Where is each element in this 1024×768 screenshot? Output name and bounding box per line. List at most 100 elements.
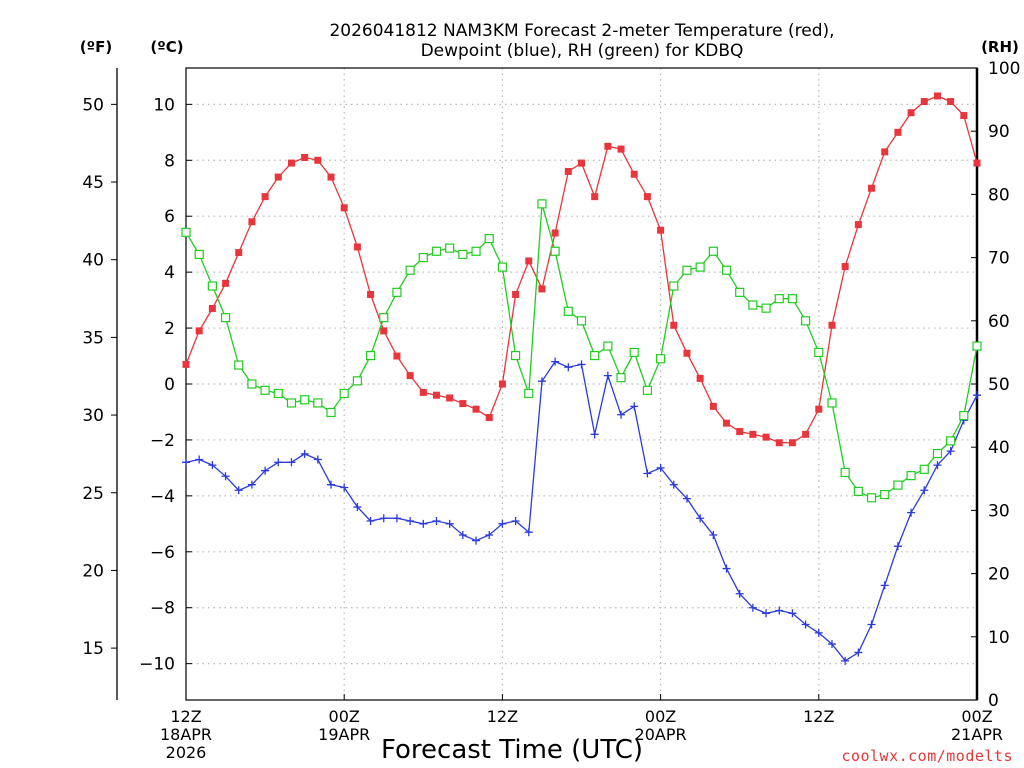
temperature-point	[657, 226, 665, 234]
dewpoint-point	[893, 542, 902, 551]
temperature-point	[472, 405, 480, 413]
dewpoint-point	[392, 514, 401, 523]
celsius-tick-label: 6	[164, 207, 175, 227]
temperature-point	[907, 109, 915, 117]
temperature-point	[235, 249, 243, 257]
fahrenheit-tick-label: 40	[82, 251, 104, 271]
dewpoint-point	[511, 517, 520, 526]
temperature-point	[459, 400, 467, 408]
axes	[111, 67, 979, 701]
rh-point	[946, 436, 956, 446]
temperature-point	[182, 360, 190, 368]
rh-point	[735, 287, 745, 297]
rh-point	[840, 467, 850, 478]
temperature-point	[419, 388, 427, 396]
temperature-point	[564, 167, 572, 175]
dewpoint-point	[722, 564, 731, 573]
dewpoint-point	[458, 531, 467, 540]
temperature-point	[696, 374, 704, 382]
fahrenheit-tick-label: 15	[82, 639, 104, 659]
dewpoint-point	[445, 519, 454, 528]
temperature-point	[195, 327, 203, 335]
dewpoint-point	[735, 589, 744, 598]
series-rh	[181, 199, 982, 503]
celsius-tick-label: 4	[164, 263, 175, 283]
rh-point	[313, 398, 323, 408]
dewpoint-point	[221, 472, 230, 481]
dewpoint-point	[656, 463, 665, 472]
temperature-point	[683, 349, 691, 357]
temperature-point	[353, 243, 361, 251]
rh-point	[880, 490, 890, 500]
temperature-point	[248, 218, 256, 226]
temperature-point	[973, 159, 981, 167]
fahrenheit-tick-label: 25	[82, 484, 104, 504]
celsius-tick-label: −2	[150, 431, 175, 451]
dewpoint-point	[814, 628, 823, 637]
x-tick-label: 18APR	[160, 725, 212, 744]
rh-point	[326, 407, 336, 418]
dewpoint-point	[234, 486, 243, 495]
celsius-tick-label: 2	[164, 319, 175, 339]
dewpoint-point	[340, 483, 349, 492]
rh-point	[906, 471, 916, 481]
rh-point	[405, 265, 415, 275]
temperature-point	[301, 153, 309, 161]
dewpoint-point	[630, 402, 639, 411]
rh-point	[893, 480, 903, 490]
temperature-point	[762, 433, 770, 441]
dewpoint-point	[696, 514, 705, 523]
dewpoint-point	[300, 449, 309, 458]
dewpoint-point	[867, 620, 876, 629]
temperature-point	[485, 414, 493, 422]
dewpoint-point	[524, 528, 533, 537]
dewpoint-point	[907, 508, 916, 517]
rh-point	[550, 246, 560, 256]
dewpoint-point	[419, 519, 428, 528]
x-tick-label: 12Z	[170, 707, 201, 726]
temperature-point	[274, 173, 282, 181]
rh-point	[300, 395, 310, 405]
temperature-point	[222, 279, 230, 287]
temperature-point	[393, 352, 401, 360]
dewpoint-point	[472, 536, 481, 545]
chart-title-line2: Dewpoint (blue), RH (green) for KDBQ	[421, 41, 744, 61]
rh-point	[365, 350, 376, 361]
temperature-point	[709, 402, 717, 410]
x-tick-label: 2026	[166, 743, 207, 762]
temperature-point	[340, 204, 348, 212]
series-lines	[181, 92, 982, 665]
dewpoint-point	[880, 581, 889, 590]
dewpoint-point	[827, 640, 836, 649]
rh-point	[655, 354, 666, 364]
x-tick-label: 20APR	[635, 725, 687, 744]
dewpoint-point	[274, 458, 283, 467]
dewpoint-point	[973, 391, 981, 400]
rh-point	[260, 385, 270, 395]
rh-point	[339, 388, 349, 399]
tick-labels: 1086420−2−4−6−8−105045403530252015100908…	[82, 59, 1020, 762]
rh-point	[247, 379, 257, 389]
rh-point	[194, 249, 204, 260]
rh-point	[445, 243, 455, 253]
temperature-point	[406, 372, 414, 380]
temperature-point	[933, 92, 941, 100]
rh-tick-label: 90	[988, 122, 1010, 142]
temperature-point	[617, 145, 625, 153]
dewpoint-point	[353, 503, 362, 512]
rh-tick-label: 100	[988, 59, 1020, 79]
rh-point	[866, 493, 877, 503]
celsius-tick-label: 8	[164, 151, 175, 171]
rh-point	[801, 316, 811, 326]
temperature-point	[327, 173, 335, 181]
rh-point	[471, 246, 481, 256]
temperature-point	[788, 439, 796, 447]
rh-tick-label: 20	[988, 565, 1010, 585]
rh-tick-label: 50	[988, 375, 1010, 395]
rh-point	[286, 398, 297, 408]
celsius-tick-label: −10	[139, 655, 175, 675]
series-temperature	[182, 92, 981, 447]
temperature-point	[894, 128, 902, 136]
rh-point	[181, 227, 191, 237]
rh-point	[708, 246, 718, 256]
